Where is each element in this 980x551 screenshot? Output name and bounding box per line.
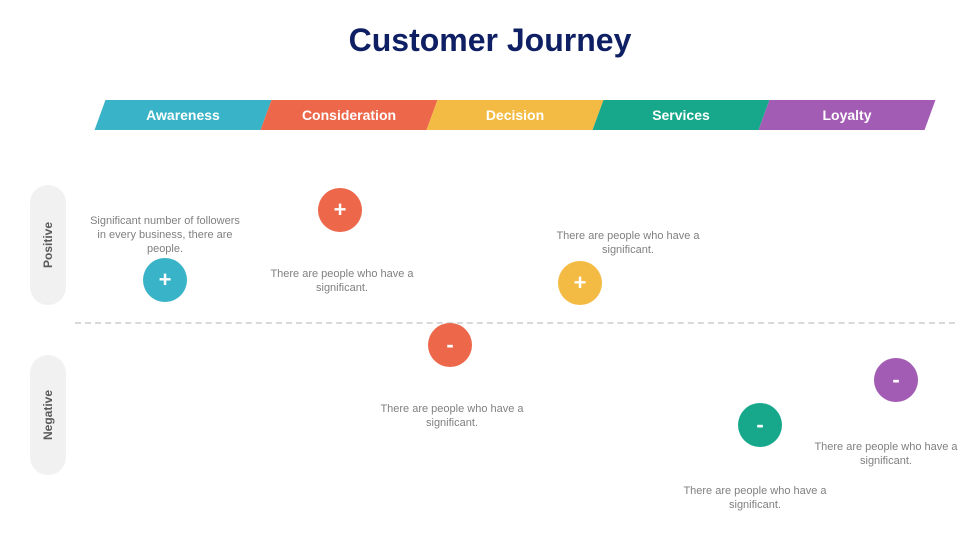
cap-decision-neg: There are people who have a significant. [377,403,527,431]
stage-decision: Decision [432,100,598,130]
axis-negative: Negative [30,355,66,475]
axis-positive-label: Positive [41,222,55,268]
node-decision-plus: + [558,261,602,305]
stage-label: Consideration [266,100,432,130]
node-services-minus: - [738,403,782,447]
stage-label: Loyalty [764,100,930,130]
cap-decision-pos: There are people who have a significant. [548,230,708,258]
stage-row: AwarenessConsiderationDecisionServicesLo… [100,100,930,130]
stage-awareness: Awareness [100,100,266,130]
stage-services: Services [598,100,764,130]
axis-positive: Positive [30,185,66,305]
page-title: Customer Journey [0,22,980,59]
node-awareness-plus: + [143,258,187,302]
cap-services: There are people who have a significant. [675,485,835,513]
zero-divider [75,322,955,324]
node-loyalty-minus: - [874,358,918,402]
axis-negative-label: Negative [41,390,55,440]
cap-consideration: There are people who have a significant. [267,268,417,296]
stage-label: Services [598,100,764,130]
cap-loyalty: There are people who have a significant. [806,441,966,469]
stage-loyalty: Loyalty [764,100,930,130]
node-decision-minus: - [428,323,472,367]
stage-label: Decision [432,100,598,130]
cap-awareness: Significant number of followers in every… [85,215,245,256]
journey-canvas: Customer Journey AwarenessConsiderationD… [0,0,980,551]
stage-consideration: Consideration [266,100,432,130]
node-consideration-plus: + [318,188,362,232]
stage-label: Awareness [100,100,266,130]
